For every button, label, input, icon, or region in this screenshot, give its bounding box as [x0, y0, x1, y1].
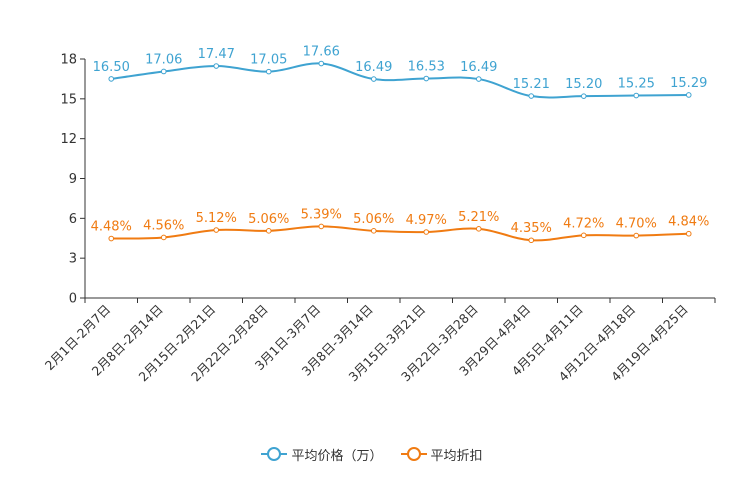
- data-point-price: [370, 76, 377, 82]
- y-tick-label: 18: [60, 53, 77, 68]
- y-tick-label: 0: [69, 292, 77, 307]
- data-label-price: 15.20: [565, 77, 602, 92]
- data-point-discount: [108, 235, 115, 242]
- data-point-discount: [580, 232, 587, 239]
- data-label-price: 15.21: [513, 77, 550, 92]
- data-label-discount: 5.21%: [458, 210, 499, 225]
- y-tick-label: 3: [69, 252, 77, 267]
- data-label-price: 16.50: [93, 60, 130, 75]
- data-label-discount: 5.12%: [196, 211, 237, 226]
- series-line-discount: [111, 225, 689, 242]
- y-tick-label: 12: [60, 132, 77, 147]
- data-point-discount: [475, 226, 482, 232]
- data-label-price: 15.25: [618, 77, 655, 92]
- data-label-price: 16.53: [408, 60, 445, 75]
- data-point-discount: [318, 223, 325, 230]
- data-label-price: 17.06: [145, 52, 182, 67]
- data-label-price: 15.29: [670, 76, 707, 91]
- data-point-discount: [528, 237, 535, 244]
- data-label-discount: 4.35%: [511, 221, 552, 236]
- y-tick-label: 15: [60, 92, 77, 107]
- data-point-price: [685, 92, 692, 98]
- data-point-price: [108, 76, 115, 82]
- legend-item-price[interactable]: 平均价格（万）: [261, 445, 383, 464]
- data-point-price: [213, 63, 220, 69]
- data-point-discount: [370, 228, 377, 234]
- data-point-price: [160, 68, 167, 75]
- data-label-discount: 4.48%: [91, 220, 132, 235]
- data-label-discount: 4.56%: [143, 218, 184, 233]
- series-line-price: [111, 62, 689, 99]
- legend: 平均价格（万） 平均折扣: [0, 444, 744, 464]
- data-label-discount: 4.84%: [668, 215, 709, 230]
- data-point-discount: [423, 229, 430, 235]
- data-point-price: [528, 93, 535, 99]
- y-tick-label: 6: [69, 212, 77, 227]
- data-point-discount: [160, 234, 167, 241]
- legend-discount-label: 平均折扣: [430, 448, 483, 464]
- legend-item-discount[interactable]: 平均折扣: [400, 445, 483, 464]
- data-label-discount: 4.97%: [406, 213, 447, 228]
- data-label-price: 17.47: [198, 47, 235, 62]
- data-label-price: 17.66: [303, 45, 340, 60]
- data-label-price: 16.49: [460, 60, 497, 75]
- data-label-discount: 5.39%: [301, 207, 342, 222]
- data-label-price: 16.49: [355, 60, 392, 75]
- data-point-price: [633, 92, 640, 99]
- legend-price-label: 平均价格（万）: [291, 448, 383, 464]
- data-point-discount: [213, 227, 220, 233]
- data-point-price: [475, 76, 482, 82]
- data-label-discount: 5.06%: [248, 212, 289, 227]
- data-label-discount: 4.72%: [563, 216, 604, 231]
- data-point-price: [318, 60, 325, 67]
- legend-discount-marker: [400, 447, 427, 461]
- data-label-discount: 5.06%: [353, 212, 394, 227]
- y-tick-label: 9: [69, 172, 77, 187]
- data-point-discount: [633, 232, 640, 239]
- data-label-discount: 4.70%: [616, 217, 657, 232]
- data-point-price: [265, 68, 272, 75]
- data-label-price: 17.05: [250, 53, 287, 68]
- data-point-price: [423, 75, 430, 82]
- legend-price-marker: [261, 447, 288, 461]
- data-point-discount: [265, 228, 272, 234]
- data-point-discount: [685, 230, 692, 237]
- data-point-price: [580, 93, 587, 99]
